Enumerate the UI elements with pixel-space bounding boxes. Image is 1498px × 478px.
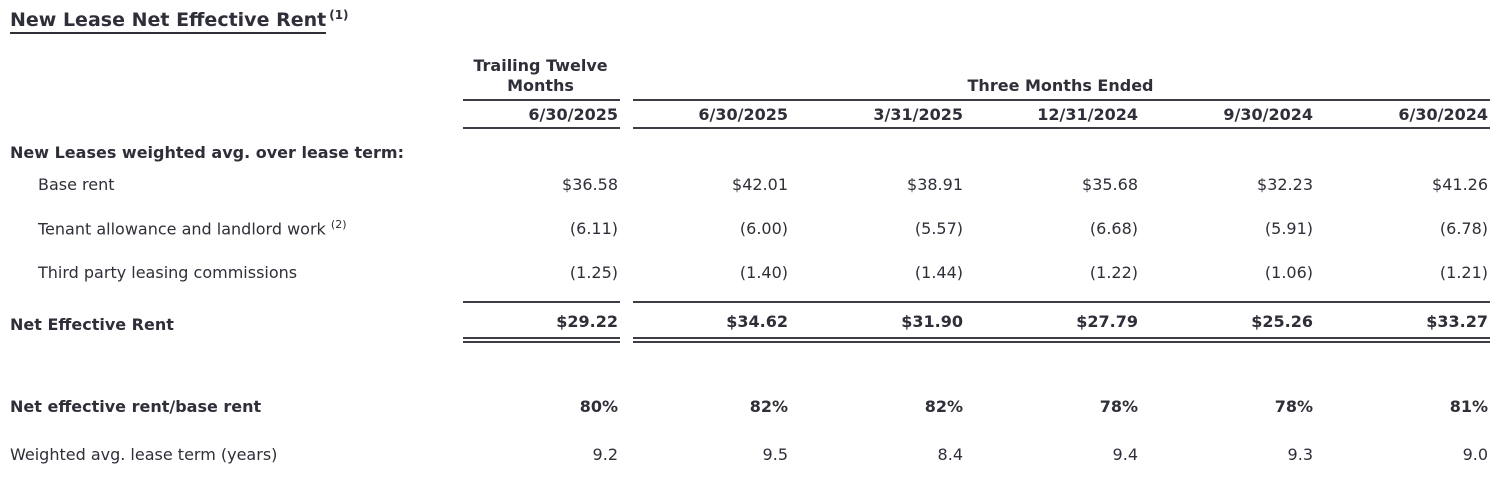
cell-value: 82% bbox=[924, 397, 963, 417]
cell-value: $36.58 bbox=[562, 175, 618, 195]
col-header-date: 6/30/2025 bbox=[633, 100, 790, 130]
row-label: Net effective rent/base rent bbox=[10, 397, 262, 417]
cell-value: 82% bbox=[749, 397, 788, 417]
spacer-cell bbox=[620, 52, 633, 100]
column-group-header-row: Trailing Twelve Months Three Months Ende… bbox=[10, 52, 1491, 102]
spacer-cell bbox=[620, 162, 633, 206]
empty-cell bbox=[10, 52, 463, 100]
cell-value: $41.26 bbox=[1432, 175, 1489, 195]
cell-total-value: $25.26 bbox=[1140, 301, 1315, 344]
cell-value: 9.2 bbox=[592, 445, 618, 465]
cell-total-value: $33.27 bbox=[1315, 301, 1491, 344]
title-footnote-ref: (1) bbox=[329, 8, 349, 22]
cell-value: 78% bbox=[1099, 397, 1138, 417]
cell-value: (1.40) bbox=[739, 263, 788, 283]
cell-value: (1.44) bbox=[914, 263, 963, 283]
table-row-ner-over-base-rent: Net effective rent/base rent 80% 82% 82%… bbox=[10, 386, 1490, 416]
row-footnote-ref: (2) bbox=[330, 218, 347, 231]
cell-value: $42.01 bbox=[732, 175, 788, 195]
col-header-date: 9/30/2024 bbox=[1140, 100, 1315, 130]
cell-value: 9.5 bbox=[762, 445, 788, 465]
row-label: Base rent bbox=[38, 175, 115, 195]
col-group-trailing-twelve-months: Trailing Twelve Months bbox=[463, 52, 620, 102]
row-label: Weighted avg. lease term (years) bbox=[10, 445, 278, 465]
cell-value: (6.00) bbox=[739, 219, 788, 239]
financial-table-page: New Lease Net Effective Rent (1) Trailing… bbox=[10, 8, 1491, 464]
table-row-tenant-allowance: Tenant allowance and landlord work (2) (… bbox=[10, 206, 1490, 250]
cell-value: 9.0 bbox=[1462, 445, 1489, 465]
cell-value: (1.06) bbox=[1264, 263, 1313, 283]
cell-value: (1.22) bbox=[1089, 263, 1138, 283]
col-header-date: 6/30/2024 bbox=[1315, 100, 1491, 130]
cell-value: (6.68) bbox=[1089, 219, 1138, 239]
net-effective-rent-table: Trailing Twelve Months Three Months Ende… bbox=[10, 52, 1491, 464]
spacer-cell bbox=[620, 302, 633, 340]
cell-value: 9.4 bbox=[1112, 445, 1138, 465]
cell-value: $35.68 bbox=[1082, 175, 1138, 195]
cell-value: (1.25) bbox=[569, 263, 618, 283]
table-row-third-party-commissions: Third party leasing commissions (1.25) (… bbox=[10, 250, 1490, 294]
table-row-base-rent: Base rent $36.58 $42.01 $38.91 $35.68 $3… bbox=[10, 162, 1490, 206]
cell-value: 8.4 bbox=[937, 445, 963, 465]
col-group-three-months-ended: Three Months Ended bbox=[633, 52, 1491, 102]
cell-total-value: $31.90 bbox=[790, 301, 965, 344]
cell-value: $32.23 bbox=[1257, 175, 1313, 195]
table-row-net-effective-rent: Net Effective Rent $29.22 $34.62 $31.90 … bbox=[10, 301, 1491, 344]
row-label: Tenant allowance and landlord work (2) bbox=[38, 218, 347, 239]
col-header-date: 3/31/2025 bbox=[790, 100, 965, 130]
cell-value: $38.91 bbox=[907, 175, 963, 195]
column-dates-row: 6/30/2025 6/30/2025 3/31/2025 12/31/2024… bbox=[10, 100, 1491, 130]
spacer-row bbox=[10, 294, 1490, 302]
row-label: Third party leasing commissions bbox=[38, 263, 298, 283]
spacer-row bbox=[10, 416, 1490, 434]
spacer-cell bbox=[620, 100, 633, 128]
col-header-date: 12/31/2024 bbox=[965, 100, 1140, 130]
table-row-weighted-avg-lease-term: Weighted avg. lease term (years) 9.2 9.5… bbox=[10, 434, 1490, 464]
spacer-cell bbox=[620, 434, 633, 464]
cell-value: 80% bbox=[579, 397, 618, 417]
cell-value: 81% bbox=[1449, 397, 1489, 417]
col-header-ttm-date: 6/30/2025 bbox=[463, 100, 620, 130]
page-title-text: New Lease Net Effective Rent bbox=[10, 9, 327, 35]
cell-value: (6.11) bbox=[569, 219, 618, 239]
spacer-row bbox=[10, 340, 1490, 386]
section-header-label: New Leases weighted avg. over lease term… bbox=[10, 143, 404, 163]
row-label: Net Effective Rent bbox=[10, 315, 174, 335]
cell-total-value: $34.62 bbox=[633, 301, 790, 344]
cell-total-value: $29.22 bbox=[463, 301, 620, 344]
cell-total-value: $27.79 bbox=[965, 301, 1140, 344]
cell-value: (1.21) bbox=[1439, 263, 1489, 283]
spacer-cell bbox=[620, 250, 633, 294]
cell-value: (5.57) bbox=[914, 219, 963, 239]
section-header-row: New Leases weighted avg. over lease term… bbox=[10, 128, 1490, 162]
cell-value: (6.78) bbox=[1439, 219, 1489, 239]
cell-value: 9.3 bbox=[1287, 445, 1313, 465]
empty-cell bbox=[10, 100, 463, 128]
page-title: New Lease Net Effective Rent (1) bbox=[10, 8, 1490, 35]
spacer-cell bbox=[620, 206, 633, 250]
spacer-cell bbox=[620, 386, 633, 416]
cell-value: 78% bbox=[1274, 397, 1313, 417]
cell-value: (5.91) bbox=[1264, 219, 1313, 239]
